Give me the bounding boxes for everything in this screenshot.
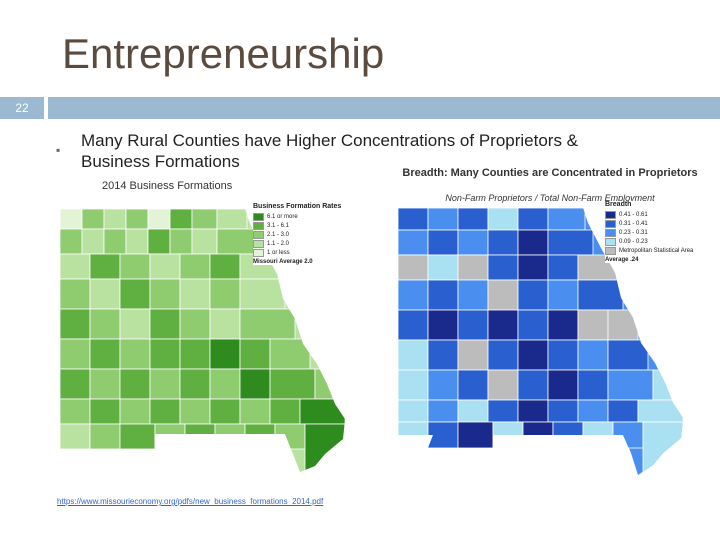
- legend-title: Business Formation Rates: [253, 203, 342, 210]
- legend-item: 0.23 - 0.31: [605, 228, 715, 237]
- legend-item: 0.09 - 0.23: [605, 237, 715, 246]
- slide-title: Entrepreneurship: [62, 30, 385, 77]
- legend-average: Missouri Average 2.0: [253, 259, 313, 265]
- business-formations-map: [60, 209, 345, 472]
- bullet-marker: ▪: [56, 143, 61, 157]
- slide-number: 22: [0, 97, 44, 119]
- slide-heading: Many Rural Counties have Higher Concentr…: [81, 131, 579, 171]
- legend-title: Breadth: [605, 201, 632, 208]
- breadth-legend: Breadth 0.41 - 0.61 0.31 - 0.41 0.23 - 0…: [605, 201, 715, 263]
- legend-item: 1 or less: [253, 248, 353, 257]
- business-formations-legend: Business Formation Rates 6.1 or more 3.1…: [253, 203, 353, 265]
- source-link[interactable]: https://www.missourieconomy.org/pdfs/new…: [57, 497, 324, 506]
- legend-item: 0.31 - 0.41: [605, 219, 715, 228]
- right-map-note: Non-Farm Proprietors / Total Non-Farm Em…: [445, 193, 655, 203]
- legend-item: Metropolitan Statistical Area: [605, 246, 715, 255]
- legend-item: 6.1 or more: [253, 212, 353, 221]
- legend-average: Average .24: [605, 257, 639, 263]
- proprietor-breadth-map: [398, 208, 683, 475]
- legend-item: 0.41 - 0.61: [605, 210, 715, 219]
- header-bar: [48, 97, 720, 119]
- legend-item: 3.1 - 6.1: [253, 221, 353, 230]
- legend-item: 1.1 - 2.0: [253, 239, 353, 248]
- right-map-caption: Breadth: Many Counties are Concentrated …: [402, 167, 698, 179]
- left-map-caption: 2014 Business Formations: [102, 180, 233, 192]
- legend-item: 2.1 - 3.0: [253, 230, 353, 239]
